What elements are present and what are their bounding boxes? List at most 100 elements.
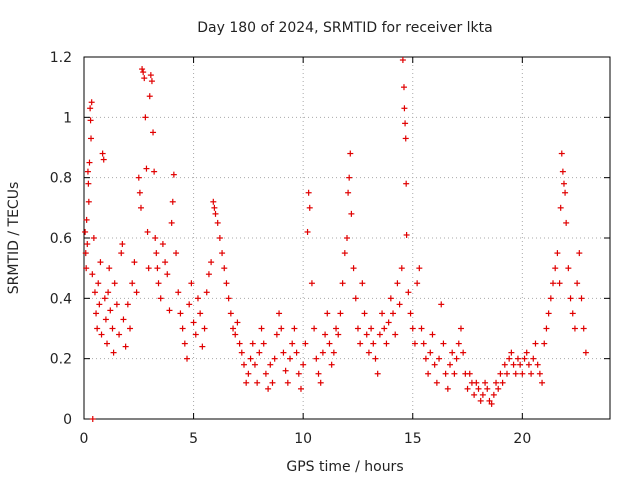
data-point: [83, 216, 90, 223]
x-tick-label: 10: [294, 431, 312, 447]
data-point: [365, 349, 372, 356]
y-tick-label: 1.2: [50, 50, 72, 66]
y-tick-label: 0.8: [50, 171, 72, 187]
data-point: [352, 295, 359, 302]
data-point: [173, 250, 180, 257]
data-point: [519, 370, 526, 377]
data-point: [89, 271, 96, 278]
x-axis-label: GPS time / hours: [286, 459, 403, 475]
data-point: [330, 349, 337, 356]
data-point: [398, 265, 405, 272]
data-point: [181, 340, 188, 347]
data-point: [348, 210, 355, 217]
data-point: [486, 397, 493, 404]
y-axis-label: SRMTID / TECUs: [6, 182, 22, 295]
data-point: [230, 325, 237, 332]
data-point: [401, 105, 408, 112]
data-point: [119, 241, 126, 248]
data-point: [580, 325, 587, 332]
data-point: [159, 241, 166, 248]
data-point: [347, 150, 354, 157]
data-point: [152, 235, 159, 241]
y-tick-label: 1: [63, 110, 72, 126]
data-point: [199, 343, 206, 350]
data-point: [306, 204, 313, 211]
data-point: [122, 343, 129, 350]
data-point: [363, 331, 370, 338]
data-point: [227, 310, 234, 317]
data-point: [539, 379, 546, 386]
data-point: [282, 367, 289, 374]
data-point: [376, 331, 383, 338]
data-point: [106, 265, 113, 272]
data-point: [562, 189, 569, 196]
data-point: [208, 259, 215, 266]
data-point: [95, 280, 102, 287]
data-point: [118, 250, 125, 257]
data-point: [179, 325, 186, 332]
data-point: [451, 370, 458, 377]
data-point: [339, 280, 346, 287]
data-point: [111, 280, 118, 287]
data-point: [346, 174, 353, 181]
data-point: [403, 231, 410, 238]
data-point: [383, 340, 390, 347]
data-point: [497, 370, 504, 377]
data-point: [284, 379, 291, 386]
data-point: [444, 385, 451, 392]
data-point: [304, 228, 311, 235]
data-point: [508, 349, 515, 356]
data-point: [402, 135, 409, 142]
data-point: [269, 379, 276, 386]
data-point: [90, 235, 97, 241]
data-point: [407, 310, 414, 317]
data-point: [550, 280, 557, 287]
data-point: [326, 340, 333, 347]
data-point: [335, 331, 342, 338]
data-point: [416, 265, 423, 272]
data-point: [280, 349, 287, 356]
data-point: [427, 349, 434, 356]
data-point: [214, 219, 221, 226]
data-point: [541, 340, 548, 347]
data-point: [403, 180, 410, 187]
data-point: [190, 319, 197, 326]
data-point: [157, 295, 164, 302]
data-point: [528, 370, 535, 377]
data-point: [311, 325, 318, 332]
data-point: [297, 385, 304, 392]
data-point: [559, 168, 566, 175]
data-point: [359, 280, 366, 287]
y-tick-label: 0.2: [50, 352, 72, 368]
data-point: [100, 156, 107, 163]
y-tick-label: 0.4: [50, 291, 72, 307]
data-point: [287, 355, 294, 362]
data-point: [82, 228, 89, 235]
data-point: [256, 349, 263, 356]
data-point: [429, 331, 436, 338]
x-tick-label: 20: [513, 431, 531, 447]
data-point: [98, 331, 105, 338]
data-point: [94, 325, 101, 332]
data-point: [89, 416, 96, 422]
data-point: [471, 391, 478, 398]
data-point: [150, 129, 157, 136]
data-point: [510, 361, 517, 368]
data-point: [148, 78, 155, 85]
data-point: [574, 280, 581, 287]
data-point: [271, 355, 278, 362]
data-point: [390, 310, 397, 317]
data-point: [560, 180, 567, 187]
data-point: [87, 105, 94, 112]
data-point: [258, 325, 265, 332]
data-point: [137, 204, 144, 211]
data-point: [457, 325, 464, 332]
data-point: [133, 289, 140, 296]
data-point: [501, 361, 508, 368]
data-point: [322, 331, 329, 338]
data-point: [83, 265, 90, 272]
data-point: [547, 295, 554, 302]
data-point: [506, 355, 513, 362]
data-point: [438, 301, 445, 308]
